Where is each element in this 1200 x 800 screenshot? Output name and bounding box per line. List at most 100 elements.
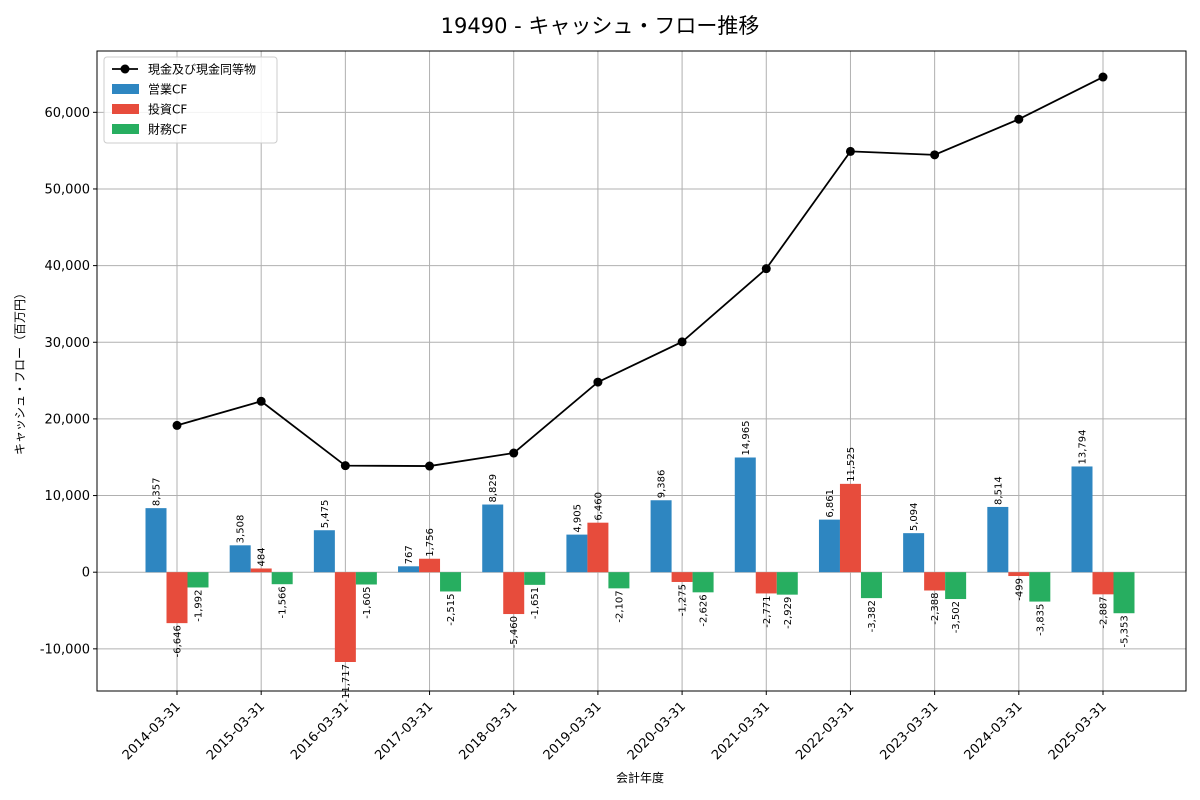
bar-value-label: -5,460 bbox=[509, 616, 520, 648]
y-tick-label: 60,000 bbox=[45, 106, 91, 121]
bar-value-label: 8,829 bbox=[488, 474, 499, 503]
bar-value-label: 4,905 bbox=[572, 504, 583, 533]
bar-value-label: 13,794 bbox=[1078, 429, 1089, 464]
bar bbox=[1092, 572, 1114, 595]
bar-value-label: 3,508 bbox=[236, 515, 247, 544]
bar-value-label: 8,514 bbox=[993, 476, 1004, 505]
bar bbox=[419, 558, 441, 573]
bar bbox=[608, 572, 630, 589]
bars bbox=[145, 457, 1135, 663]
legend-line-marker bbox=[120, 64, 130, 74]
bar-value-label: -3,382 bbox=[867, 600, 878, 632]
cash-line-point bbox=[761, 264, 771, 274]
x-tick-label: 2024-03-31 bbox=[962, 699, 1026, 763]
bar bbox=[503, 572, 525, 615]
bar bbox=[818, 519, 840, 573]
bar bbox=[924, 572, 946, 591]
bar-value-label: 767 bbox=[404, 545, 415, 564]
x-tick-label: 2025-03-31 bbox=[1046, 699, 1110, 763]
bar bbox=[587, 522, 609, 573]
bar-value-label: -1,605 bbox=[362, 586, 373, 618]
bar-value-label: -2,107 bbox=[614, 590, 625, 622]
x-tick-label: 2021-03-31 bbox=[709, 699, 773, 763]
bar bbox=[1008, 572, 1030, 577]
bar bbox=[398, 566, 420, 573]
chart-title: 19490 - キャッシュ・フロー推移 bbox=[441, 14, 760, 38]
legend-label: 現金及び現金同等物 bbox=[148, 62, 256, 77]
x-tick-label: 2020-03-31 bbox=[625, 699, 689, 763]
bar bbox=[313, 530, 335, 573]
bar bbox=[650, 500, 672, 573]
bar bbox=[945, 572, 967, 600]
bar bbox=[166, 572, 188, 624]
x-tick-label: 2022-03-31 bbox=[793, 699, 857, 763]
bar-value-label: -2,929 bbox=[783, 597, 794, 629]
bar-value-label: 6,460 bbox=[593, 492, 604, 521]
legend-label: 営業CF bbox=[148, 83, 187, 97]
bar-value-label: 9,386 bbox=[657, 470, 668, 499]
bar bbox=[734, 457, 756, 573]
bar-value-label: 1,756 bbox=[425, 528, 436, 557]
bar bbox=[839, 483, 861, 573]
bar bbox=[229, 545, 251, 573]
bar-value-label: -1,566 bbox=[278, 586, 289, 618]
legend-label: 財務CF bbox=[148, 122, 187, 137]
y-tick-label: 30,000 bbox=[45, 336, 91, 351]
bar bbox=[755, 572, 777, 594]
bar-value-label: -11,717 bbox=[341, 664, 352, 703]
cash-line-point bbox=[677, 337, 687, 347]
bar bbox=[334, 572, 356, 663]
cash-line bbox=[172, 72, 1108, 471]
legend-box bbox=[103, 56, 278, 144]
bar bbox=[355, 572, 377, 585]
bar-value-label: 11,525 bbox=[846, 447, 857, 482]
bar bbox=[187, 572, 209, 588]
bar-value-label: -6,646 bbox=[173, 625, 184, 657]
bar bbox=[1029, 572, 1051, 602]
bar-value-label: 5,475 bbox=[320, 500, 331, 529]
bar-value-label: -5,353 bbox=[1120, 615, 1131, 647]
legend-bar-swatch bbox=[112, 104, 139, 114]
bar-value-label: -499 bbox=[1014, 578, 1025, 601]
bar-value-label: 8,357 bbox=[152, 478, 163, 507]
bar-value-label: -1,992 bbox=[194, 589, 205, 621]
cash-line-point bbox=[172, 420, 182, 430]
cash-line-point bbox=[1098, 72, 1108, 82]
x-tick-label: 2016-03-31 bbox=[288, 699, 352, 763]
bar bbox=[692, 572, 714, 593]
bar-value-label: -2,515 bbox=[446, 593, 457, 625]
bar-value-label: -2,771 bbox=[762, 595, 773, 627]
bar bbox=[987, 506, 1009, 573]
y-tick-label: 20,000 bbox=[45, 412, 91, 427]
bar-value-label: -1,651 bbox=[530, 587, 541, 619]
y-tick-label: -10,000 bbox=[40, 642, 90, 657]
x-tick-label: 2014-03-31 bbox=[120, 699, 184, 763]
y-tick-label: 0 bbox=[82, 566, 90, 581]
data-labels: 8,357 3,508 5,475 767 8,829 4,905 9,386 14,965 6… bbox=[152, 420, 1131, 702]
bar bbox=[1113, 572, 1135, 614]
plot-frame bbox=[96, 50, 1187, 692]
cash-line-point bbox=[256, 396, 266, 406]
bar bbox=[860, 572, 882, 599]
legend-bar-swatch bbox=[112, 84, 139, 94]
cash-line-point bbox=[930, 150, 940, 160]
y-tick-label: 40,000 bbox=[45, 259, 91, 274]
bar bbox=[903, 533, 925, 573]
bar-value-label: -1,275 bbox=[678, 584, 689, 616]
cash-line-point bbox=[340, 461, 350, 471]
cash-line-point bbox=[593, 377, 603, 387]
x-tick-label: 2019-03-31 bbox=[541, 699, 605, 763]
cash-line-point bbox=[509, 448, 519, 458]
legend-label: 投資CF bbox=[148, 102, 187, 117]
y-tick-label: 50,000 bbox=[45, 182, 91, 197]
bar bbox=[482, 504, 504, 573]
cash-line-path bbox=[176, 76, 1104, 467]
bar bbox=[524, 572, 546, 585]
bar bbox=[776, 572, 798, 595]
x-tick-label: 2023-03-31 bbox=[877, 699, 941, 763]
bar bbox=[145, 508, 167, 573]
bar-value-label: -3,835 bbox=[1035, 604, 1046, 636]
